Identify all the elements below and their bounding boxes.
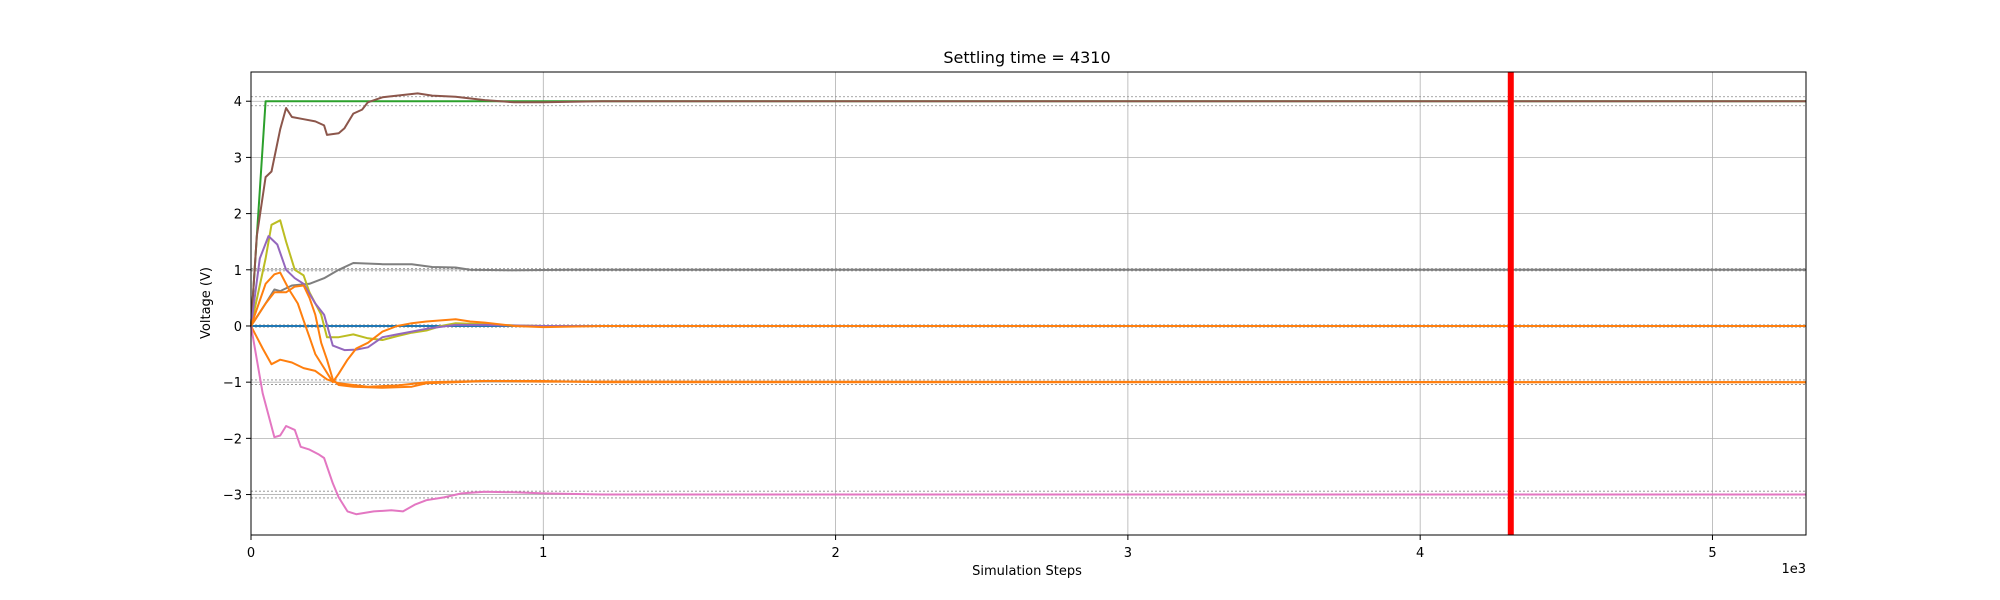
plot-frame — [250, 71, 1807, 536]
y-tick-label: 4 — [234, 95, 242, 110]
y-axis-ticks: −3 −2 −1 0 1 2 3 4 — [223, 95, 251, 504]
x-tick-label: 5 — [1708, 546, 1716, 561]
x-tick-label: 2 — [831, 546, 839, 561]
y-tick-label: 1 — [234, 264, 242, 279]
series-line — [250, 325, 1807, 388]
series-line — [250, 92, 1806, 327]
series-line — [250, 271, 1806, 384]
x-tick-label: 3 — [1124, 546, 1132, 561]
x-tick-label: 0 — [247, 546, 255, 561]
y-axis-label: Voltage (V) — [199, 267, 214, 339]
series-line — [250, 219, 1806, 341]
grid — [250, 72, 1806, 535]
y-tick-label: 2 — [234, 208, 242, 223]
y-tick-label: −1 — [223, 376, 242, 391]
x-tick-label: 1 — [539, 546, 547, 561]
y-tick-label: 3 — [234, 151, 242, 166]
x-tick-label: 4 — [1416, 546, 1424, 561]
chart-title: Settling time = 4310 — [943, 48, 1110, 67]
series-line — [250, 284, 1806, 389]
x-axis-label: Simulation Steps — [972, 564, 1082, 579]
tolerance-bands — [251, 96, 1806, 499]
series-line — [250, 262, 1806, 327]
series-group — [250, 92, 1807, 516]
y-tick-label: −3 — [223, 489, 242, 504]
series-line — [250, 235, 1806, 352]
y-tick-label: −2 — [223, 432, 242, 447]
y-tick-label: 0 — [234, 320, 242, 335]
x-axis-ticks: 0 1 2 3 4 5 — [247, 535, 1717, 561]
x-axis-offset-label: 1e3 — [1781, 562, 1806, 577]
series-line — [250, 325, 1806, 516]
